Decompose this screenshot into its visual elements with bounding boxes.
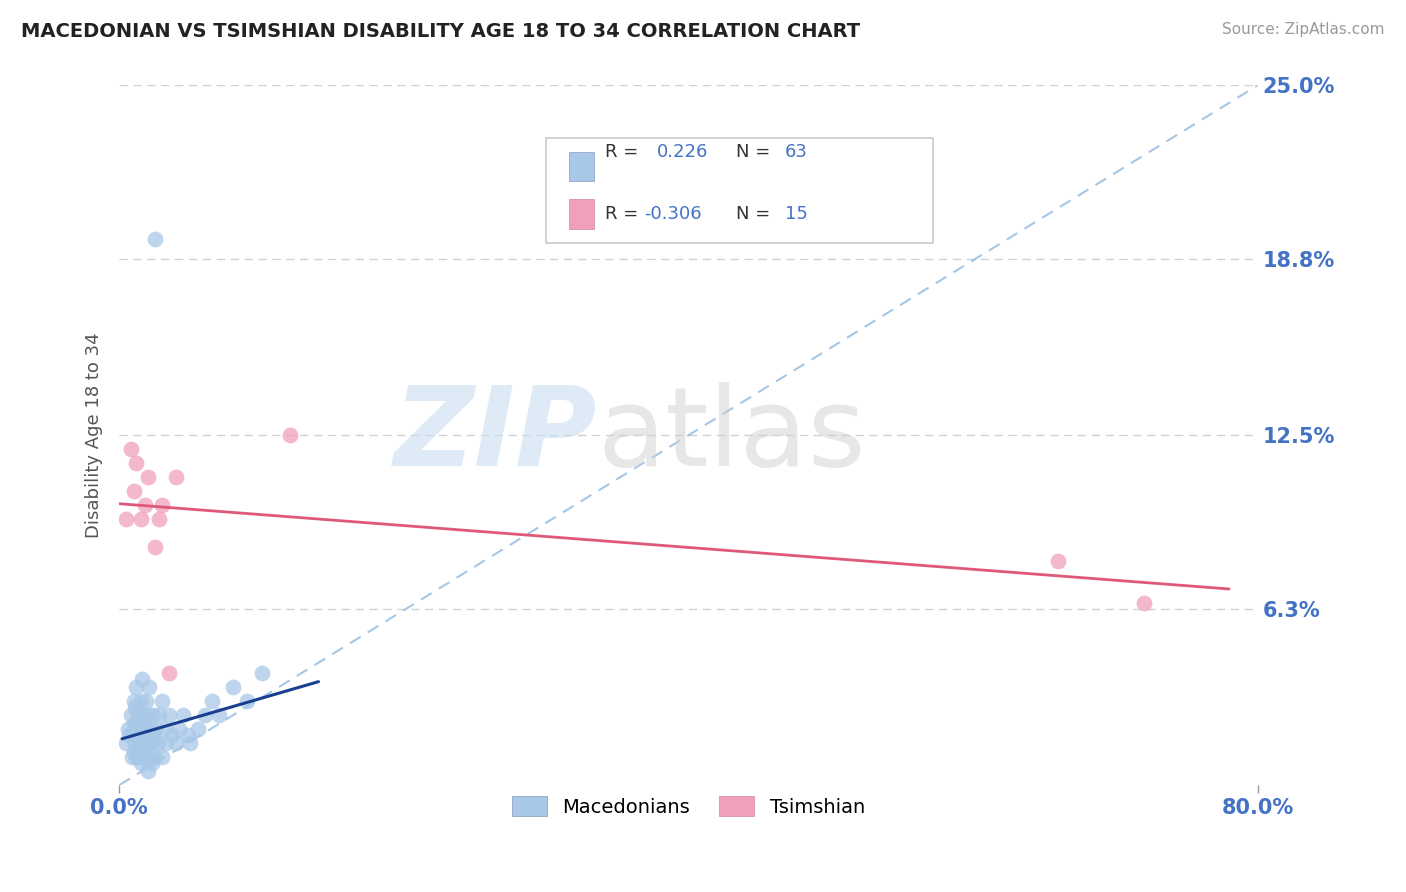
Point <box>139 750 162 764</box>
Point <box>139 722 162 736</box>
Point <box>122 694 145 708</box>
Text: R =: R = <box>606 143 644 161</box>
Point <box>153 722 176 736</box>
Point <box>136 708 159 723</box>
Point <box>122 745 145 759</box>
Text: 15: 15 <box>785 205 808 223</box>
Text: N =: N = <box>737 205 776 223</box>
Text: atlas: atlas <box>598 382 866 489</box>
Point <box>122 722 145 736</box>
Point <box>129 512 152 526</box>
Point <box>131 722 153 736</box>
Point <box>1047 554 1070 568</box>
Point <box>176 728 198 742</box>
Point <box>120 708 142 723</box>
Point <box>157 666 180 681</box>
Point <box>128 716 150 731</box>
Point <box>150 498 173 512</box>
Point <box>136 764 159 778</box>
Point <box>132 708 155 723</box>
Point <box>118 728 141 742</box>
Point <box>138 680 160 694</box>
Point <box>1132 596 1154 610</box>
Point <box>208 708 231 723</box>
Point <box>128 750 150 764</box>
Text: N =: N = <box>737 143 776 161</box>
Point <box>135 736 157 750</box>
Point <box>179 736 201 750</box>
Legend: Macedonians, Tsimshian: Macedonians, Tsimshian <box>503 789 873 824</box>
Y-axis label: Disability Age 18 to 34: Disability Age 18 to 34 <box>86 333 103 538</box>
Point <box>122 484 145 499</box>
Point <box>148 512 170 526</box>
Point <box>150 694 173 708</box>
Point <box>136 470 159 484</box>
Text: ZIP: ZIP <box>394 382 598 489</box>
Point <box>121 750 143 764</box>
Point <box>127 708 149 723</box>
Point <box>125 750 148 764</box>
FancyBboxPatch shape <box>569 200 593 229</box>
Point <box>117 722 139 736</box>
Text: 0.226: 0.226 <box>657 143 707 161</box>
Point <box>165 736 187 750</box>
Point <box>129 694 152 708</box>
Point <box>132 736 155 750</box>
Point <box>124 736 146 750</box>
Point <box>194 708 217 723</box>
Point <box>122 716 145 731</box>
Point <box>138 736 160 750</box>
Point <box>135 694 157 708</box>
Point <box>146 736 169 750</box>
Point <box>124 699 146 714</box>
Point <box>134 750 156 764</box>
Point <box>148 708 170 723</box>
Point <box>143 750 166 764</box>
FancyBboxPatch shape <box>569 152 593 181</box>
Point <box>142 728 165 742</box>
Point <box>222 680 245 694</box>
Point <box>155 736 177 750</box>
Point <box>157 708 180 723</box>
Point <box>122 728 145 742</box>
Point <box>129 756 152 770</box>
Text: -0.306: -0.306 <box>644 205 702 223</box>
Point <box>201 694 224 708</box>
Point <box>141 736 163 750</box>
Point <box>250 666 273 681</box>
Point <box>115 512 138 526</box>
Point <box>167 722 190 736</box>
Point <box>160 728 183 742</box>
Point <box>141 756 163 770</box>
Text: R =: R = <box>606 205 644 223</box>
Point <box>125 680 148 694</box>
Point <box>145 722 167 736</box>
Point <box>134 498 156 512</box>
Point <box>278 428 301 442</box>
Point <box>131 672 153 686</box>
Point <box>127 728 149 742</box>
FancyBboxPatch shape <box>546 138 934 243</box>
Point <box>129 736 152 750</box>
Point <box>150 750 173 764</box>
Text: MACEDONIAN VS TSIMSHIAN DISABILITY AGE 18 TO 34 CORRELATION CHART: MACEDONIAN VS TSIMSHIAN DISABILITY AGE 1… <box>21 22 860 41</box>
Point <box>165 470 187 484</box>
Point <box>127 745 149 759</box>
Point <box>143 232 166 246</box>
Point <box>186 722 208 736</box>
Point <box>236 694 259 708</box>
Point <box>134 722 156 736</box>
Point <box>115 736 138 750</box>
Text: 63: 63 <box>785 143 808 161</box>
Text: Source: ZipAtlas.com: Source: ZipAtlas.com <box>1222 22 1385 37</box>
Point <box>172 708 194 723</box>
Point <box>125 456 148 470</box>
Point <box>142 708 165 723</box>
Point <box>143 540 166 554</box>
Point <box>120 442 142 457</box>
